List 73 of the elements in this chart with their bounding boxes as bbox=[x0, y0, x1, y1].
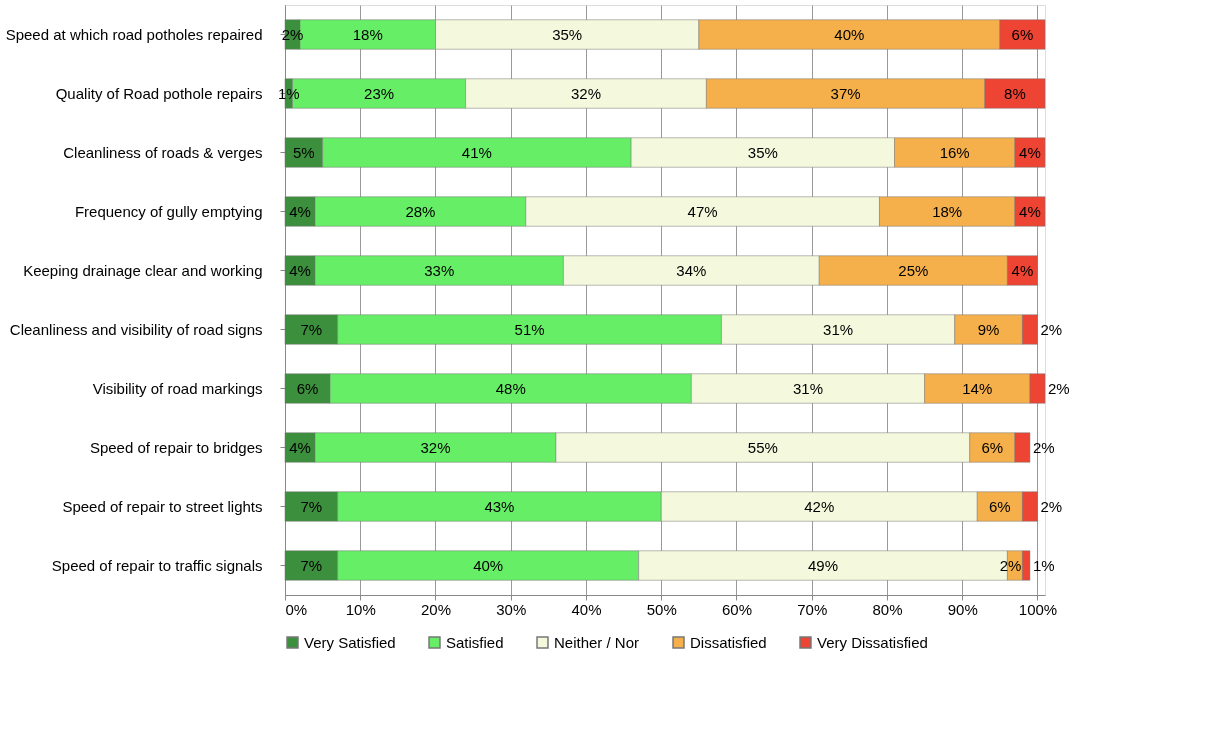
data-label: 4% bbox=[289, 438, 311, 456]
data-label: 34% bbox=[676, 261, 707, 279]
data-label: 31% bbox=[823, 320, 854, 338]
data-label: 43% bbox=[484, 497, 515, 515]
x-tick-label: 90% bbox=[947, 600, 978, 618]
data-label: 42% bbox=[804, 497, 835, 515]
y-tick-label: Speed at which road potholes repaired bbox=[5, 25, 263, 43]
data-label: 2% bbox=[1048, 379, 1070, 397]
y-tick-label: Keeping drainage clear and working bbox=[23, 261, 263, 279]
x-tick-label: 60% bbox=[721, 600, 752, 618]
x-tick-label: 80% bbox=[872, 600, 903, 618]
x-tick-label: 100% bbox=[1018, 600, 1058, 618]
y-tick-label: Speed of repair to bridges bbox=[89, 438, 263, 456]
data-label: 4% bbox=[1019, 202, 1041, 220]
data-label: 18% bbox=[932, 202, 963, 220]
x-tick-label: 40% bbox=[571, 600, 602, 618]
data-label: 40% bbox=[473, 556, 504, 574]
x-tick-label: 10% bbox=[345, 600, 376, 618]
x-tick-label: 20% bbox=[420, 600, 452, 618]
legend-label: Dissatisfied bbox=[690, 633, 767, 651]
data-label: 1% bbox=[1032, 556, 1055, 574]
data-label: 4% bbox=[289, 261, 311, 279]
data-label: 41% bbox=[461, 143, 492, 161]
data-label: 7% bbox=[300, 556, 323, 574]
legend-label: Satisfied bbox=[446, 633, 504, 651]
data-label: 32% bbox=[570, 84, 602, 102]
data-label: 4% bbox=[1011, 261, 1034, 279]
data-label: 48% bbox=[495, 379, 526, 397]
data-label: 7% bbox=[300, 497, 323, 515]
y-tick-label: Speed of repair to traffic signals bbox=[51, 556, 263, 574]
data-label: 31% bbox=[792, 379, 823, 397]
legend-label: Very Satisfied bbox=[304, 633, 396, 651]
y-tick-label: Quality of Road pothole repairs bbox=[55, 84, 263, 102]
y-tick-label: Frequency of gully emptying bbox=[74, 202, 263, 220]
data-label: 2% bbox=[1040, 497, 1063, 515]
data-label: 4% bbox=[1019, 143, 1041, 161]
data-label: 14% bbox=[962, 379, 993, 397]
data-label: 7% bbox=[300, 320, 323, 338]
legend-label: Very Dissatisfied bbox=[817, 633, 928, 651]
y-tick-label: Speed of repair to street lights bbox=[62, 497, 263, 515]
data-label: 35% bbox=[552, 25, 583, 43]
data-label: 37% bbox=[830, 84, 861, 102]
data-label: 16% bbox=[939, 143, 970, 161]
x-tick-label: 70% bbox=[797, 600, 828, 618]
data-label: 40% bbox=[834, 25, 865, 43]
legend-label: Neither / Nor bbox=[554, 633, 640, 651]
y-tick-label: Cleanliness of roads & verges bbox=[63, 143, 263, 161]
data-label: 2% bbox=[1040, 320, 1063, 338]
data-label: 6% bbox=[989, 497, 1011, 515]
data-label: 2% bbox=[1032, 438, 1055, 456]
x-tick-label: 0% bbox=[285, 600, 308, 618]
data-label: 49% bbox=[808, 556, 839, 574]
data-label: 6% bbox=[296, 379, 319, 397]
x-tick-label: 50% bbox=[646, 600, 677, 618]
data-label: 18% bbox=[352, 25, 383, 43]
data-label: 32% bbox=[420, 438, 451, 456]
data-label: 6% bbox=[981, 438, 1004, 456]
y-tick-label: Cleanliness and visibility of road signs bbox=[9, 320, 263, 338]
data-label: 9% bbox=[977, 320, 1000, 338]
data-label: 4% bbox=[289, 202, 311, 220]
data-label: 5% bbox=[292, 143, 315, 161]
data-label: 8% bbox=[1004, 84, 1026, 102]
data-label: 51% bbox=[514, 320, 545, 338]
data-label: 28% bbox=[405, 202, 436, 220]
data-label: 6% bbox=[1011, 25, 1034, 43]
y-tick-label: Visibility of road markings bbox=[92, 379, 263, 397]
data-label: 55% bbox=[747, 438, 778, 456]
data-label: 47% bbox=[687, 202, 718, 220]
data-label: 23% bbox=[364, 84, 395, 102]
data-label: 25% bbox=[898, 261, 929, 279]
data-label: 35% bbox=[747, 143, 778, 161]
data-label: 33% bbox=[424, 261, 455, 279]
x-tick-label: 30% bbox=[496, 600, 527, 618]
